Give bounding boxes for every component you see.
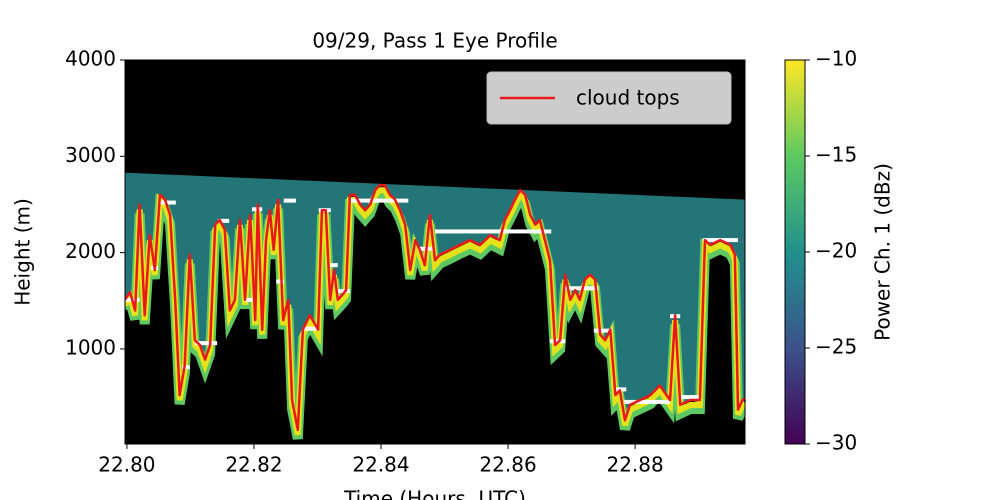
colorbar-tick-label: −20	[815, 239, 857, 263]
legend-label: cloud tops	[576, 86, 680, 110]
x-tick-label: 22.80	[98, 453, 155, 477]
x-tick-label: 22.82	[225, 453, 282, 477]
colorbar-label: Power Ch. 1 (dBz)	[871, 163, 895, 341]
level-segment	[435, 229, 552, 234]
level-segment	[217, 218, 230, 223]
level-segment	[330, 263, 338, 268]
chart-title: 09/29, Pass 1 Eye Profile	[312, 29, 557, 53]
level-segment	[349, 198, 409, 203]
y-tick-label: 3000	[65, 143, 116, 167]
colorbar-tick-label: −15	[815, 143, 857, 167]
x-tick-label: 22.88	[606, 453, 663, 477]
level-segment	[624, 399, 671, 404]
y-tick-label: 1000	[65, 335, 116, 359]
level-segment	[302, 326, 319, 331]
legend-box	[486, 71, 732, 125]
level-segment	[194, 341, 218, 346]
level-segment	[276, 279, 284, 284]
y-tick-label: 2000	[65, 239, 116, 263]
level-segment	[337, 289, 350, 294]
colorbar-tick-label: −10	[815, 47, 857, 71]
colorbar-tick-label: −25	[815, 335, 857, 359]
level-segment	[159, 200, 176, 205]
y-axis-label: Height (m)	[11, 198, 35, 306]
level-segment	[593, 328, 613, 333]
x-tick-label: 22.84	[352, 453, 409, 477]
level-segment	[563, 286, 599, 291]
level-segment	[283, 198, 296, 203]
x-axis-label: Time (Hours, UTC)	[343, 487, 526, 500]
x-tick-label: 22.86	[479, 453, 536, 477]
colorbar-tick-label: −30	[815, 431, 857, 455]
plot-frame	[124, 59, 746, 445]
level-segment	[616, 387, 627, 392]
level-segment	[182, 365, 190, 370]
cloud-echo-core	[125, 187, 745, 436]
colorbar	[784, 59, 806, 445]
cloud-tops-line	[125, 183, 745, 432]
level-segment	[678, 395, 700, 400]
y-tick-label: 4000	[65, 47, 116, 71]
level-segment	[245, 297, 253, 302]
